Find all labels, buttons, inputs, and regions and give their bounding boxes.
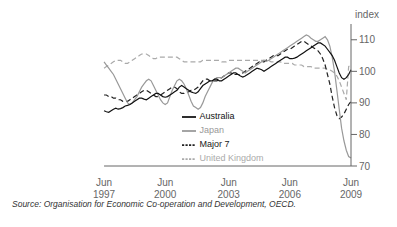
svg-text:90: 90 bbox=[359, 97, 371, 108]
svg-text:100: 100 bbox=[359, 66, 376, 77]
svg-text:Jun2003: Jun2003 bbox=[218, 177, 241, 198]
svg-text:70: 70 bbox=[359, 161, 371, 172]
svg-text:110: 110 bbox=[359, 34, 375, 45]
svg-text:index: index bbox=[355, 9, 379, 20]
html-text:United Kingdom: United Kingdom bbox=[199, 153, 264, 164]
html-text:Japan: Japan bbox=[199, 125, 224, 136]
svg-text:Jun2009: Jun2009 bbox=[340, 177, 363, 198]
html-text:Australia: Australia bbox=[199, 111, 235, 122]
svg-text:Jun1997: Jun1997 bbox=[93, 177, 116, 198]
html-text:Source: Organisation for Econo: Source: Organisation for Economic Co-ope… bbox=[12, 199, 296, 209]
svg-text:Jun2006: Jun2006 bbox=[279, 177, 302, 198]
svg-text:Jun2000: Jun2000 bbox=[154, 177, 177, 198]
svg-text:80: 80 bbox=[359, 129, 371, 140]
html-text:Major 7: Major 7 bbox=[199, 139, 230, 150]
